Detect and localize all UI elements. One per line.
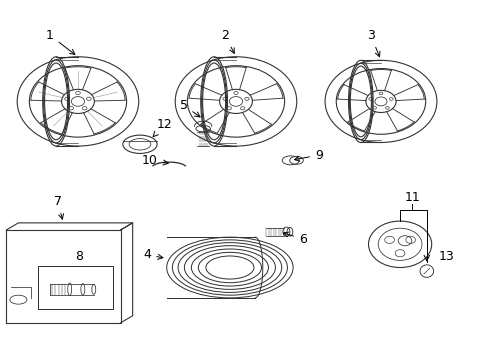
Text: 8: 8 <box>75 250 83 264</box>
Text: 1: 1 <box>46 29 75 54</box>
Text: 3: 3 <box>366 29 379 57</box>
Text: 10: 10 <box>142 154 168 167</box>
Text: 7: 7 <box>54 195 63 219</box>
Text: 2: 2 <box>221 29 234 53</box>
Text: 12: 12 <box>153 118 172 137</box>
Text: 5: 5 <box>180 99 200 117</box>
Text: 6: 6 <box>283 232 306 246</box>
Text: 11: 11 <box>404 192 419 204</box>
Text: 13: 13 <box>438 250 454 264</box>
Text: 9: 9 <box>294 149 322 162</box>
Text: 4: 4 <box>143 248 163 261</box>
